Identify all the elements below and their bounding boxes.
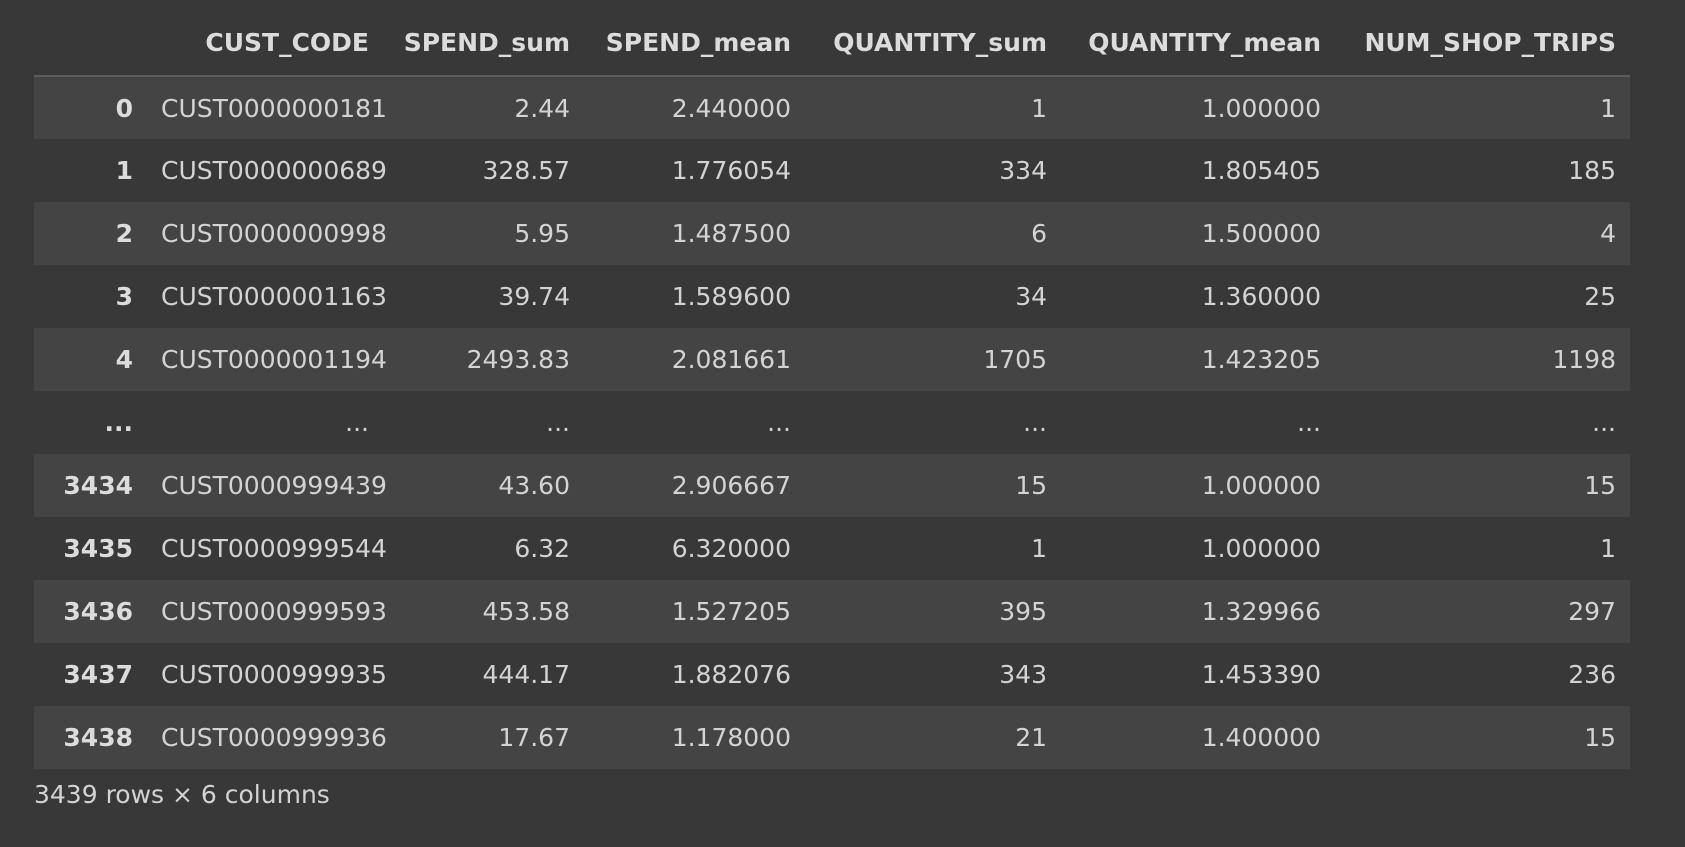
table-cell: CUST0000001194 xyxy=(161,345,387,374)
column-header: NUM_SHOP_TRIPS xyxy=(1335,10,1630,77)
table-cell: 34 xyxy=(1015,282,1047,311)
table-cell: 453.58 xyxy=(482,597,570,626)
table-cell: ... xyxy=(1297,408,1321,437)
ellipsis-row: ..................... xyxy=(34,391,1630,454)
table-cell: 43.60 xyxy=(498,471,570,500)
table-cell: 1.589600 xyxy=(671,282,791,311)
table-cell: CUST0000999439 xyxy=(161,471,387,500)
table-cell: 328.57 xyxy=(482,156,570,185)
table-cell: 1.329966 xyxy=(1201,597,1321,626)
table-cell: 1.487500 xyxy=(671,219,791,248)
shape-footer: 3439 rows × 6 columns xyxy=(34,780,330,809)
table-cell: 1198 xyxy=(1552,345,1616,374)
table-cell: 1 xyxy=(1031,93,1047,123)
table-row: 3435 CUST0000999544 6.32 6.320000 1 1.000000 1 xyxy=(34,517,1630,580)
dataframe-table: CUST_CODE SPEND_sum SPEND_mean QUANTITY_… xyxy=(34,10,1630,769)
table-cell: 17.67 xyxy=(498,723,570,752)
row-index: 3436 xyxy=(63,597,133,626)
index-header xyxy=(34,10,147,77)
row-index: 1 xyxy=(115,156,133,185)
table-cell: 15 xyxy=(1584,723,1616,752)
table-cell: 1.400000 xyxy=(1201,723,1321,752)
table-row: 2 CUST0000000998 5.95 1.487500 6 1.500000 4 xyxy=(34,202,1630,265)
column-header: QUANTITY_sum xyxy=(805,10,1061,77)
table-cell: 2493.83 xyxy=(466,345,570,374)
table-row: 4 CUST0000001194 2493.83 2.081661 1705 1.4232… xyxy=(34,328,1630,391)
table-cell: 1.360000 xyxy=(1201,282,1321,311)
table-cell: 2.44 xyxy=(514,93,570,123)
table-cell: 1.178000 xyxy=(671,723,791,752)
row-index: 2 xyxy=(115,219,133,248)
table-cell: 1.000000 xyxy=(1201,534,1321,563)
table-cell: 343 xyxy=(999,660,1047,689)
table-row: 3434 CUST0000999439 43.60 2.906667 15 1.00000… xyxy=(34,454,1630,517)
table-row: 3437 CUST0000999935 444.17 1.882076 343 1.453… xyxy=(34,643,1630,706)
table-cell: 1 xyxy=(1600,534,1616,563)
table-row: 3 CUST0000001163 39.74 1.589600 34 1.360000 25 xyxy=(34,265,1630,328)
row-index: 3435 xyxy=(63,534,133,563)
row-index: ... xyxy=(104,408,134,437)
table-cell: 444.17 xyxy=(482,660,570,689)
table-cell: ... xyxy=(1592,408,1616,437)
table-cell: 1.000000 xyxy=(1201,471,1321,500)
table-cell: 15 xyxy=(1584,471,1616,500)
table-cell: 2.906667 xyxy=(671,471,791,500)
table-row: 0 CUST0000000181 2.44 2.440000 1 1.000000 1 xyxy=(34,76,1630,139)
row-index: 3 xyxy=(115,282,133,311)
table-cell: 1.500000 xyxy=(1201,219,1321,248)
table-cell: 4 xyxy=(1600,219,1616,248)
column-header: QUANTITY_mean xyxy=(1061,10,1335,77)
table-cell: 39.74 xyxy=(498,282,570,311)
table-cell: 334 xyxy=(999,156,1047,185)
table-cell: 236 xyxy=(1568,660,1616,689)
table-cell: 1.453390 xyxy=(1201,660,1321,689)
table-cell: 1.423205 xyxy=(1201,345,1321,374)
table-cell: ... xyxy=(767,408,791,437)
table-cell: 15 xyxy=(1015,471,1047,500)
row-index: 4 xyxy=(115,345,133,374)
table-cell: CUST0000000689 xyxy=(161,156,387,185)
table-cell: 1.527205 xyxy=(671,597,791,626)
table-cell: 2.081661 xyxy=(671,345,791,374)
table-cell: CUST0000999935 xyxy=(161,660,387,689)
table-cell: CUST0000000181 xyxy=(161,93,387,123)
table-cell: 1705 xyxy=(983,345,1047,374)
dataframe-output: CUST_CODE SPEND_sum SPEND_mean QUANTITY_… xyxy=(34,10,1630,769)
table-cell: CUST0000999936 xyxy=(161,723,387,752)
table-cell: 6.320000 xyxy=(671,534,791,563)
table-cell: 297 xyxy=(1568,597,1616,626)
table-cell: 1.805405 xyxy=(1201,156,1321,185)
table-cell: 1.776054 xyxy=(671,156,791,185)
row-index: 3434 xyxy=(63,471,133,500)
column-header: CUST_CODE xyxy=(147,10,383,77)
table-cell: 6.32 xyxy=(514,534,570,563)
table-cell: 1.882076 xyxy=(671,660,791,689)
table-cell: 1 xyxy=(1031,534,1047,563)
table-cell: 395 xyxy=(999,597,1047,626)
table-row: 1 CUST0000000689 328.57 1.776054 334 1.805405… xyxy=(34,139,1630,202)
table-cell: 6 xyxy=(1031,219,1047,248)
table-cell: 1.000000 xyxy=(1201,93,1321,123)
row-index: 0 xyxy=(115,93,133,123)
table-cell: ... xyxy=(1023,408,1047,437)
table-cell: ... xyxy=(345,408,369,437)
table-row: 3436 CUST0000999593 453.58 1.527205 395 1.329… xyxy=(34,580,1630,643)
header-row: CUST_CODE SPEND_sum SPEND_mean QUANTITY_… xyxy=(34,10,1630,77)
table-cell: 25 xyxy=(1584,282,1616,311)
table-cell: CUST0000999593 xyxy=(161,597,387,626)
table-cell: CUST0000001163 xyxy=(161,282,387,311)
table-cell: 185 xyxy=(1568,156,1616,185)
table-cell: CUST0000999544 xyxy=(161,534,387,563)
table-cell: 5.95 xyxy=(514,219,570,248)
column-header: SPEND_sum xyxy=(383,10,584,77)
table-cell: 1 xyxy=(1600,93,1616,123)
column-header: SPEND_mean xyxy=(584,10,805,77)
row-index: 3437 xyxy=(63,660,133,689)
table-cell: 2.440000 xyxy=(671,93,791,123)
table-cell: ... xyxy=(546,408,570,437)
row-index: 3438 xyxy=(63,723,133,752)
table-row: 3438 CUST0000999936 17.67 1.178000 21 1.40000… xyxy=(34,706,1630,769)
table-cell: 21 xyxy=(1015,723,1047,752)
table-cell: CUST0000000998 xyxy=(161,219,387,248)
